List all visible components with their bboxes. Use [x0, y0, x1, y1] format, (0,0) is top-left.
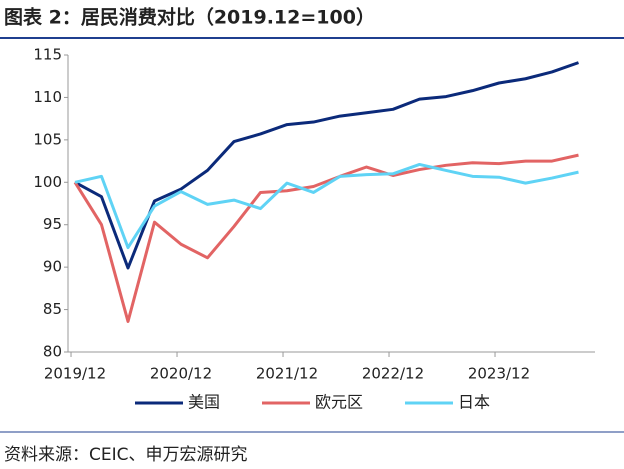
x-tick-label: 2021/12 [256, 365, 318, 383]
y-tick-label: 115 [33, 46, 62, 64]
legend-label: 欧元区 [315, 393, 363, 412]
y-tick-label: 90 [43, 258, 62, 276]
series-line [73, 153, 579, 323]
y-tick-label: 85 [43, 300, 62, 318]
series-line [74, 162, 579, 250]
y-tick-label: 105 [33, 130, 62, 148]
chart-title: 图表 2：居民消费对比（2019.12=100） [4, 6, 375, 29]
x-tick-label: 2023/12 [468, 365, 530, 383]
x-tick-label: 2022/12 [362, 365, 424, 383]
y-tick-label: 110 [33, 88, 62, 106]
legend-label: 日本 [458, 393, 490, 412]
series-line [74, 61, 579, 270]
legend-label: 美国 [188, 393, 220, 412]
source: 资料来源：CEIC、申万宏源研究 [4, 445, 248, 465]
y-tick-label: 80 [43, 343, 62, 361]
y-tick-label: 95 [43, 215, 62, 233]
y-tick-label: 100 [33, 173, 62, 191]
x-tick-label: 2020/12 [150, 365, 212, 383]
x-tick-label: 2019/12 [44, 365, 106, 383]
